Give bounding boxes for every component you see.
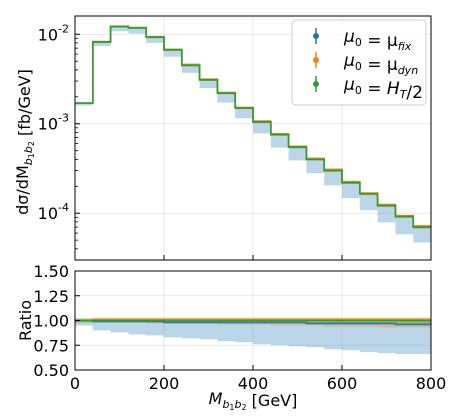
series-line-fix xyxy=(75,319,431,326)
legend-label: μ0 = HT/2 xyxy=(343,75,423,103)
y-label-sub: b xyxy=(22,158,35,165)
legend-label: μ0 = μfix xyxy=(343,27,412,53)
y-axis-label: dσ/dMb1b2 [fb/GeV] xyxy=(13,69,36,215)
legend-sub: 0 xyxy=(355,36,362,49)
legend-text: /2 xyxy=(406,83,423,103)
legend-marker xyxy=(313,33,319,39)
y-tick-base: 10 xyxy=(38,204,58,223)
main-uncertainty-bands xyxy=(75,25,431,243)
x-label-unit: [GeV] xyxy=(247,391,298,410)
x-tick-label: 0 xyxy=(70,374,80,393)
legend-sub: T xyxy=(400,88,408,101)
legend-text: = μ xyxy=(362,55,398,75)
legend-item-ht: μ0 = HT/2 xyxy=(313,75,423,103)
series-line-ht xyxy=(75,25,431,228)
y-label-sub: b xyxy=(22,146,35,153)
legend-marker xyxy=(313,81,319,87)
legend-frame xyxy=(291,19,427,106)
legend-marker xyxy=(313,57,319,63)
legend-text: μ xyxy=(343,75,355,95)
legend-text: μ xyxy=(343,27,355,47)
main-y-ticks: 10-410-310-2 xyxy=(38,22,432,261)
series-line-dyn xyxy=(75,318,431,322)
legend-text: = μ xyxy=(362,31,398,51)
y-tick-label: 1.00 xyxy=(33,312,69,331)
band-fix xyxy=(75,26,431,243)
legend-sub: fix xyxy=(398,40,412,53)
x-tick-label: 200 xyxy=(149,374,180,393)
x-tick-label: 800 xyxy=(416,374,447,393)
legend-item-fix: μ0 = μfix xyxy=(313,27,412,53)
y-tick-label: 10-2 xyxy=(38,22,69,44)
y-label-subsub: 1 xyxy=(27,153,36,158)
y-label-unit: [fb/GeV] xyxy=(15,69,34,141)
legend-text: = xyxy=(362,79,387,99)
y-tick-exponent: -3 xyxy=(58,112,69,125)
ratio-y-axis-label: Ratio xyxy=(16,300,35,341)
x-label-sub: b xyxy=(222,398,229,411)
x-label-text: M xyxy=(209,389,223,408)
ratio-series-lines xyxy=(75,318,431,326)
y-tick-label: 0.75 xyxy=(33,336,69,355)
y-tick-label: 1.25 xyxy=(33,287,69,306)
x-label-subsub: 2 xyxy=(242,403,247,412)
x-label-subsub: 1 xyxy=(229,403,234,412)
legend-label: μ0 = μdyn xyxy=(343,51,418,77)
legend-text: μ xyxy=(343,51,355,71)
y-tick-label: 1.50 xyxy=(33,262,69,281)
legend-sub: 0 xyxy=(355,84,362,97)
legend-text: H xyxy=(387,79,400,99)
ratio-ticks: 0.50 0.75 1.00 1.25 1.50 0 200 400 600 800 xyxy=(33,262,446,393)
x-tick-label: 600 xyxy=(327,374,358,393)
band-fix xyxy=(75,319,431,355)
y-tick-label: 10-3 xyxy=(38,112,69,134)
y-tick-base: 10 xyxy=(38,25,58,44)
y-tick-label: 0.50 xyxy=(33,361,69,380)
y-tick-exponent: -4 xyxy=(58,201,69,214)
y-tick-exponent: -2 xyxy=(58,22,69,35)
y-label-text: dσ/dM xyxy=(13,165,32,215)
legend-sub: dyn xyxy=(398,64,418,77)
main-series-lines xyxy=(75,25,431,228)
y-tick-label: 10-4 xyxy=(38,201,69,223)
x-label-sub: b xyxy=(235,398,242,411)
x-axis-label: Mb1b2 [GeV] xyxy=(209,389,298,412)
legend-item-dyn: μ0 = μdyn xyxy=(313,51,418,77)
y-tick-base: 10 xyxy=(38,115,58,134)
x-tick-label: 400 xyxy=(238,374,269,393)
y-label-subsub: 2 xyxy=(27,141,36,146)
legend-sub: 0 xyxy=(355,60,362,73)
